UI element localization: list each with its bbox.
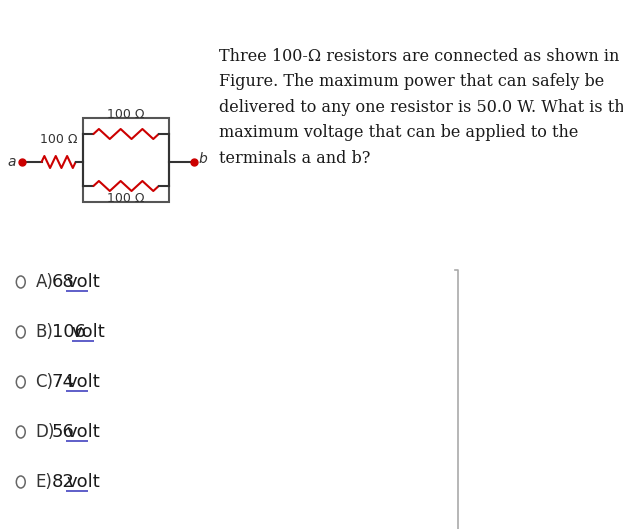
Text: volt: volt [66, 373, 100, 391]
Text: B): B) [36, 323, 54, 341]
Text: 74: 74 [52, 373, 75, 391]
Text: volt: volt [66, 473, 100, 491]
Text: E): E) [36, 473, 52, 491]
Text: 56: 56 [52, 423, 75, 441]
Text: volt: volt [72, 323, 105, 341]
Text: A): A) [36, 273, 54, 291]
Text: b: b [199, 152, 207, 166]
Text: 100 Ω: 100 Ω [107, 192, 145, 205]
Text: Three 100-Ω resistors are connected as shown in
Figure. The maximum power that c: Three 100-Ω resistors are connected as s… [219, 48, 623, 167]
Text: volt: volt [66, 273, 100, 291]
Text: 68: 68 [52, 273, 75, 291]
Text: 106: 106 [52, 323, 86, 341]
Text: a: a [8, 155, 16, 169]
Bar [83, 118, 169, 202]
Text: volt: volt [66, 423, 100, 441]
Text: 100 Ω: 100 Ω [107, 108, 145, 121]
Text: C): C) [36, 373, 54, 391]
Text: 82: 82 [52, 473, 75, 491]
Text: D): D) [36, 423, 55, 441]
Text: 100 Ω: 100 Ω [40, 133, 77, 146]
